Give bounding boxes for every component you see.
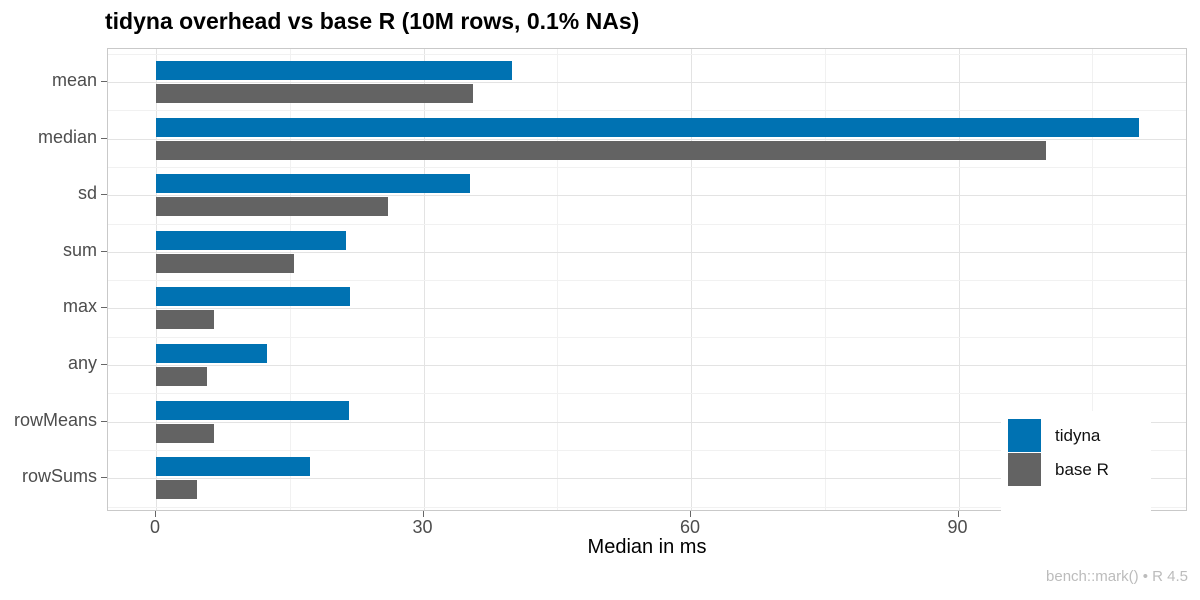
legend-swatch-base-r — [1008, 453, 1041, 486]
bar-tidyna-rowmeans — [156, 400, 350, 420]
gridline-minor-y-max — [108, 280, 1186, 282]
x-axis-title: Median in ms — [587, 536, 707, 558]
gridline-major-x-90 — [958, 49, 960, 510]
y-tick-sd — [101, 194, 107, 196]
bar-base-r-any — [156, 367, 207, 386]
bar-tidyna-sum — [156, 230, 346, 250]
bar-base-r-max — [156, 310, 214, 330]
gridline-major-y-max — [108, 308, 1186, 310]
y-tick-label-max: max — [62, 296, 97, 317]
y-tick-max — [101, 307, 107, 309]
y-tick-label-median: median — [37, 126, 97, 147]
gridline-minor-y-rowmeans — [108, 393, 1186, 395]
y-tick-rowsums — [101, 477, 107, 479]
bar-base-r-median — [156, 140, 1046, 160]
bar-tidyna-median — [156, 117, 1139, 137]
gridline-minor-y-any — [108, 336, 1186, 338]
plot-panel: tidyna base R — [107, 48, 1187, 541]
y-tick-any — [101, 364, 107, 365]
gridline-major-y-sd — [108, 195, 1186, 197]
x-tick-label-60: 60 — [680, 517, 701, 537]
gridline-minor-y-sd — [108, 166, 1186, 168]
x-tick-60 — [690, 511, 692, 517]
x-tick-label-0: 0 — [149, 517, 160, 537]
y-tick-sum — [101, 250, 107, 252]
bar-base-r-mean — [156, 84, 473, 103]
gridline-major-y-rowsums — [108, 478, 1186, 480]
gridline-minor-y-median — [108, 110, 1186, 112]
bar-tidyna-any — [156, 344, 267, 363]
x-tick-label-30: 30 — [412, 517, 433, 537]
gridline-major-y-any — [108, 365, 1186, 366]
gridline-minor-y-sum — [108, 223, 1186, 225]
bar-tidyna-sd — [156, 174, 470, 194]
y-tick-median — [101, 137, 107, 139]
gridline-major-x-30 — [423, 49, 425, 510]
legend-label-base-r: base R — [1055, 460, 1109, 479]
gridline-major-x-0 — [156, 49, 157, 510]
chart-title: tidyna overhead vs base R (10M rows, 0.1… — [105, 8, 640, 34]
bar-base-r-rowmeans — [156, 423, 214, 443]
bar-base-r-sum — [156, 253, 295, 273]
bar-base-r-sd — [156, 197, 388, 217]
x-tick-0 — [155, 511, 156, 517]
bar-tidyna-max — [156, 287, 351, 307]
gridline-minor-y-mean — [108, 53, 1186, 55]
bar-base-r-rowsums — [156, 480, 198, 500]
gridline-major-x-60 — [691, 49, 693, 510]
gridline-major-y-median — [108, 138, 1186, 140]
y-tick-mean — [101, 81, 107, 82]
y-tick-label-rowsums: rowSums — [21, 466, 97, 487]
gridline-major-y-sum — [108, 251, 1186, 253]
y-tick-label-sum: sum — [62, 239, 97, 260]
y-tick-label-rowmeans: rowMeans — [13, 409, 97, 430]
gridline-minor-y-bottom — [108, 506, 1186, 508]
chart-caption: bench::mark() • R 4.5 — [1046, 568, 1188, 585]
bar-tidyna-rowsums — [156, 457, 311, 477]
gridline-minor-x-45 — [557, 49, 559, 510]
y-tick-rowmeans — [101, 420, 107, 422]
gridline-minor-y-rowsums — [108, 449, 1186, 451]
gridline-minor-x-75 — [824, 49, 826, 510]
legend-swatch-tidyna — [1008, 419, 1041, 452]
x-tick-90 — [957, 511, 959, 517]
gridline-major-y-mean — [108, 82, 1186, 83]
y-tick-label-sd: sd — [77, 183, 97, 204]
y-tick-label-any: any — [67, 353, 97, 373]
gridline-minor-x-15 — [289, 49, 291, 510]
y-tick-label-mean: mean — [51, 70, 97, 90]
x-tick-label-90: 90 — [947, 517, 968, 537]
legend-label-tidyna: tidyna — [1055, 426, 1101, 445]
gridline-minor-x-105 — [1092, 49, 1094, 510]
gridline-major-y-rowmeans — [108, 421, 1186, 423]
x-tick-30 — [422, 511, 424, 517]
bar-tidyna-mean — [156, 61, 512, 80]
